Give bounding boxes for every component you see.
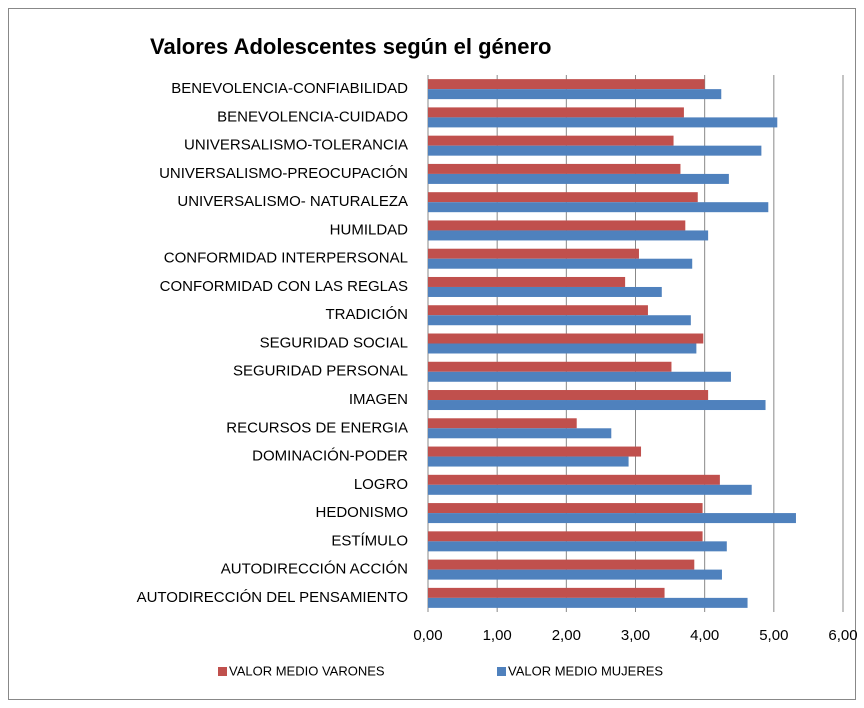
- bar: [428, 418, 577, 429]
- bar: [428, 276, 626, 287]
- y-tick-label: RECURSOS DE ENERGIA: [226, 419, 408, 436]
- y-tick-label: TRADICIÓN: [326, 306, 409, 323]
- bar: [428, 192, 698, 203]
- bar: [428, 163, 681, 174]
- bar: [428, 89, 722, 100]
- legend-swatch: [497, 667, 506, 676]
- x-tick-label: 6,00: [828, 627, 857, 644]
- y-tick-label: AUTODIRECCIÓN DEL PENSAMIENTO: [137, 589, 408, 606]
- bar: [428, 220, 686, 231]
- bar: [428, 286, 662, 297]
- bar: [428, 258, 693, 269]
- y-tick-label: UNIVERSALISMO- NATURALEZA: [177, 193, 408, 210]
- bar: [428, 503, 703, 514]
- bar: [428, 107, 684, 118]
- bar: [428, 597, 748, 608]
- bar: [428, 361, 672, 372]
- x-tick-label: 3,00: [621, 627, 650, 644]
- x-tick-label: 2,00: [552, 627, 581, 644]
- x-tick-label: 1,00: [483, 627, 512, 644]
- bar: [428, 428, 612, 439]
- bar: [428, 456, 629, 467]
- x-tick-label: 5,00: [759, 627, 788, 644]
- bar: [428, 202, 769, 213]
- y-tick-label: BENEVOLENCIA-CONFIABILIDAD: [171, 80, 408, 97]
- y-tick-label: IMAGEN: [349, 391, 408, 408]
- bar: [428, 117, 778, 128]
- bar: [428, 390, 709, 401]
- bar: [428, 541, 727, 552]
- bar: [428, 305, 648, 316]
- bar: [428, 371, 731, 382]
- bar: [428, 315, 691, 326]
- bar: [428, 484, 752, 495]
- y-tick-label: LOGRO: [354, 476, 408, 493]
- y-tick-label: AUTODIRECCIÓN ACCIÓN: [221, 561, 408, 578]
- legend-swatch: [218, 667, 227, 676]
- y-tick-label: CONFORMIDAD CON LAS REGLAS: [160, 278, 408, 295]
- bar: [428, 343, 697, 354]
- bar: [428, 173, 729, 184]
- bar: [428, 559, 695, 570]
- y-tick-label: UNIVERSALISMO-TOLERANCIA: [184, 137, 408, 154]
- chart-title: Valores Adolescentes según el género: [150, 34, 551, 59]
- y-tick-label: SEGURIDAD SOCIAL: [260, 334, 408, 351]
- y-tick-label: CONFORMIDAD INTERPERSONAL: [164, 250, 408, 267]
- y-tick-label: UNIVERSALISMO-PREOCUPACIÓN: [159, 165, 408, 182]
- bar: [428, 333, 704, 344]
- x-tick-label: 4,00: [690, 627, 719, 644]
- bar: [428, 135, 674, 146]
- bar: [428, 145, 762, 156]
- bar: [428, 248, 639, 259]
- bar: [428, 446, 642, 457]
- bar: [428, 513, 796, 524]
- bar: [428, 569, 722, 580]
- bar: [428, 400, 766, 411]
- y-tick-label: ESTÍMULO: [331, 532, 408, 549]
- bar: [428, 474, 720, 485]
- y-tick-label: BENEVOLENCIA-CUIDADO: [217, 108, 408, 125]
- bar: [428, 79, 705, 90]
- y-tick-label: SEGURIDAD PERSONAL: [233, 363, 408, 380]
- legend-label: VALOR MEDIO VARONES: [229, 663, 385, 678]
- bar: [428, 531, 703, 542]
- y-tick-label: DOMINACIÓN-PODER: [252, 448, 408, 465]
- bar: [428, 230, 709, 241]
- y-tick-label: HUMILDAD: [330, 221, 409, 238]
- x-tick-label: 0,00: [413, 627, 442, 644]
- legend-label: VALOR MEDIO MUJERES: [508, 663, 663, 678]
- y-tick-label: HEDONISMO: [315, 504, 408, 521]
- bar: [428, 587, 665, 598]
